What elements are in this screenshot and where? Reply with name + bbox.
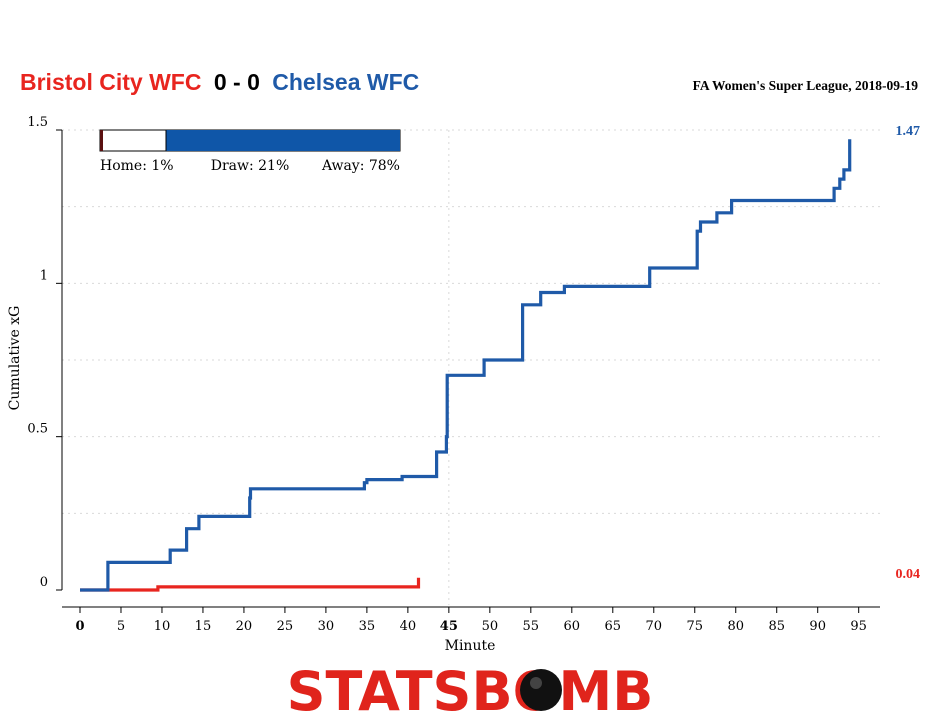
x-tick-label: 5	[117, 619, 125, 634]
y-tick-label: 1	[40, 268, 48, 283]
away-xg-line	[80, 139, 852, 592]
y-tick-label: 0.5	[27, 422, 48, 437]
home-probability-label: Home: 1%	[100, 158, 174, 174]
home-team-name: Bristol City WFC	[20, 69, 201, 95]
x-tick-label: 75	[686, 619, 703, 634]
x-tick-label: 35	[359, 619, 376, 634]
x-tick-label: 20	[236, 619, 253, 634]
x-tick-label: 50	[482, 619, 499, 634]
win-probability-legend: Home: 1% Draw: 21% Away: 78%	[99, 129, 401, 174]
x-tick-label: 60	[564, 619, 581, 634]
x-tick-label: 10	[154, 619, 171, 634]
axes: 0 0.5 1 1.5 0 5 10 15 20 25 30 35 40 45 50 55 60 65 70 75 80…	[27, 115, 880, 634]
x-tick-label: 95	[850, 619, 867, 634]
y-axis-label: Cumulative xG	[7, 306, 23, 411]
x-tick-label: 15	[195, 619, 212, 634]
draw-probability-label: Draw: 21%	[211, 158, 290, 174]
match-title: Bristol City WFC 0 - 0 Chelsea WFC	[20, 69, 419, 95]
x-tick-label: 0	[75, 619, 84, 634]
bomb-highlight	[530, 677, 542, 689]
x-tick-label: 25	[277, 619, 294, 634]
statsbomb-logo-text: STATSBOMB	[287, 660, 654, 720]
home-final-xg-label: 0.04	[896, 567, 921, 582]
x-tick-label: 40	[400, 619, 417, 634]
away-probability-label: Away: 78%	[321, 158, 400, 174]
y-tick-label: 0	[40, 575, 48, 590]
score: 0 - 0	[214, 69, 260, 95]
series-layer: 0.04 1.47	[80, 124, 921, 592]
x-tick-label: 45	[440, 619, 458, 634]
x-axis-label: Minute	[445, 638, 496, 654]
x-tick-label: 65	[605, 619, 622, 634]
y-tick-label: 1.5	[27, 115, 48, 130]
away-team-name: Chelsea WFC	[272, 69, 419, 95]
away-final-xg-label: 1.47	[896, 124, 921, 139]
x-tick-label: 30	[318, 619, 335, 634]
x-tick-label: 70	[645, 619, 662, 634]
home-probability-bar	[100, 130, 103, 151]
x-tick-label: 55	[523, 619, 540, 634]
statsbomb-logo: STATSBOMB	[287, 660, 654, 720]
x-tick-label: 90	[809, 619, 826, 634]
x-tick-label: 80	[727, 619, 744, 634]
bomb-icon	[520, 669, 562, 711]
x-tick-label: 85	[768, 619, 785, 634]
home-xg-line	[80, 577, 421, 592]
gridlines	[62, 129, 880, 605]
competition-date: FA Women's Super League, 2018-09-19	[693, 78, 919, 93]
away-probability-bar	[166, 130, 400, 151]
